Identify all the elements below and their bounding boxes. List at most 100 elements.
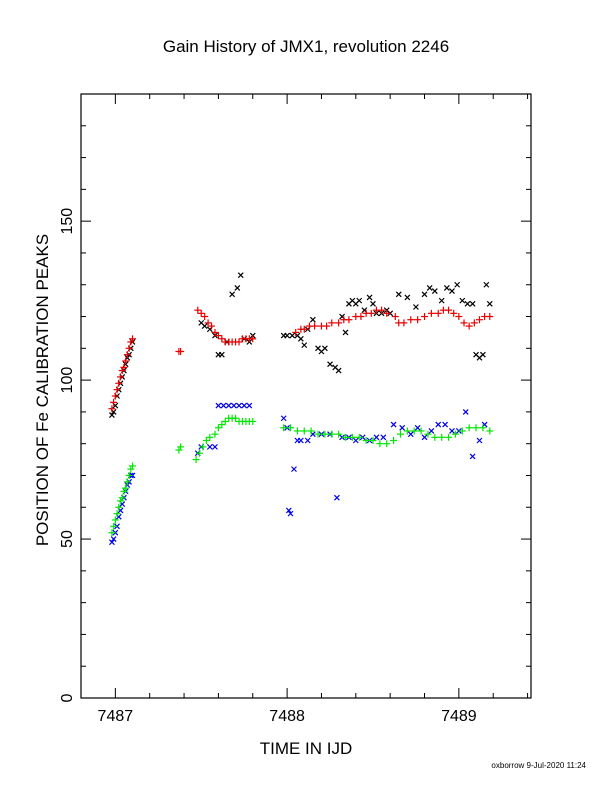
marker-stroke [426, 284, 433, 291]
data-point [309, 316, 316, 323]
data-point [435, 421, 442, 428]
data-point [472, 424, 480, 432]
data-point [445, 306, 453, 314]
data-point [412, 304, 419, 310]
data-point [355, 433, 363, 441]
data-point [369, 437, 377, 445]
data-point [370, 300, 376, 307]
data-point [230, 402, 237, 409]
data-point [197, 309, 205, 317]
marker-stroke [483, 281, 490, 288]
marker-stroke [112, 402, 119, 409]
marker-stroke [237, 272, 244, 279]
data-point [120, 363, 128, 371]
data-point [204, 319, 212, 327]
data-point [428, 428, 435, 434]
data-point [127, 465, 135, 473]
data-point [470, 319, 478, 327]
data-point [287, 510, 294, 517]
marker-stroke [332, 364, 339, 371]
data-point [108, 539, 115, 546]
marker-stroke [108, 539, 115, 546]
marker-stroke [206, 443, 213, 450]
marker-stroke [435, 421, 442, 428]
marker-stroke [234, 284, 241, 291]
y-tick-label: 100 [59, 367, 76, 394]
marker-stroke [309, 431, 316, 438]
marker-stroke [291, 466, 297, 473]
data-point [333, 494, 340, 501]
data-point [449, 428, 455, 434]
data-point [458, 427, 466, 435]
data-point [120, 487, 128, 495]
data-point [289, 332, 296, 339]
y-tick-label: 0 [59, 693, 76, 702]
marker-stroke [366, 294, 373, 301]
data-point [113, 510, 121, 518]
marker-stroke [476, 437, 483, 444]
data-point [421, 291, 428, 298]
data-point [378, 306, 386, 314]
data-point [328, 430, 336, 438]
data-point [249, 417, 257, 425]
y-axis-label: POSITION OF Fe CALIBRATION PEAKS [33, 234, 52, 546]
data-point [220, 402, 227, 409]
marker-stroke [399, 424, 406, 431]
marker-stroke [287, 510, 294, 517]
marker-stroke [301, 342, 308, 349]
marker-stroke [201, 323, 208, 329]
data-point [380, 434, 387, 441]
data-point [407, 316, 415, 324]
data-point [280, 415, 287, 422]
data-point [403, 427, 411, 435]
data-point [348, 433, 356, 441]
data-point [201, 313, 209, 321]
marker-stroke [315, 345, 321, 352]
marker-stroke [110, 536, 117, 542]
data-point [462, 408, 469, 415]
data-point [321, 430, 329, 438]
data-point [345, 316, 353, 324]
data-point [297, 437, 304, 444]
marker-stroke [294, 332, 301, 339]
data-point [206, 433, 214, 441]
data-point [218, 421, 226, 429]
data-point [431, 288, 438, 295]
data-point [427, 309, 435, 317]
data-point [399, 424, 406, 431]
marker-stroke [289, 332, 296, 339]
data-point [123, 351, 131, 359]
marker-stroke [469, 453, 476, 460]
data-point [451, 430, 459, 438]
chart-title: Gain History of JMX1, revolution 2246 [163, 37, 449, 56]
data-point [211, 328, 219, 336]
data-point [123, 478, 131, 486]
marker-stroke [421, 291, 428, 298]
data-point [221, 417, 229, 425]
data-point [301, 342, 308, 349]
data-point [460, 319, 468, 327]
data-point [417, 427, 425, 435]
y-tick-label: 50 [59, 530, 76, 548]
data-point [373, 434, 380, 441]
y-tick-label: 150 [59, 208, 76, 235]
marker-stroke [414, 424, 421, 431]
data-point [241, 402, 248, 409]
marker-stroke [395, 291, 402, 298]
data-point [414, 424, 421, 431]
marker-stroke [212, 443, 218, 450]
data-point [118, 494, 126, 502]
marker-stroke [246, 402, 253, 409]
data-point [475, 316, 483, 324]
data-point [414, 316, 422, 324]
data-point [291, 466, 297, 473]
data-point [218, 351, 225, 358]
data-point [434, 309, 442, 317]
marker-stroke [225, 402, 232, 409]
footer-credit: oxborrow 9-Jul-2020 11:24 [491, 761, 586, 770]
data-point [218, 335, 226, 343]
data-markers [108, 272, 494, 546]
marker-stroke [284, 332, 291, 339]
data-point [390, 437, 398, 445]
data-point [108, 405, 116, 413]
